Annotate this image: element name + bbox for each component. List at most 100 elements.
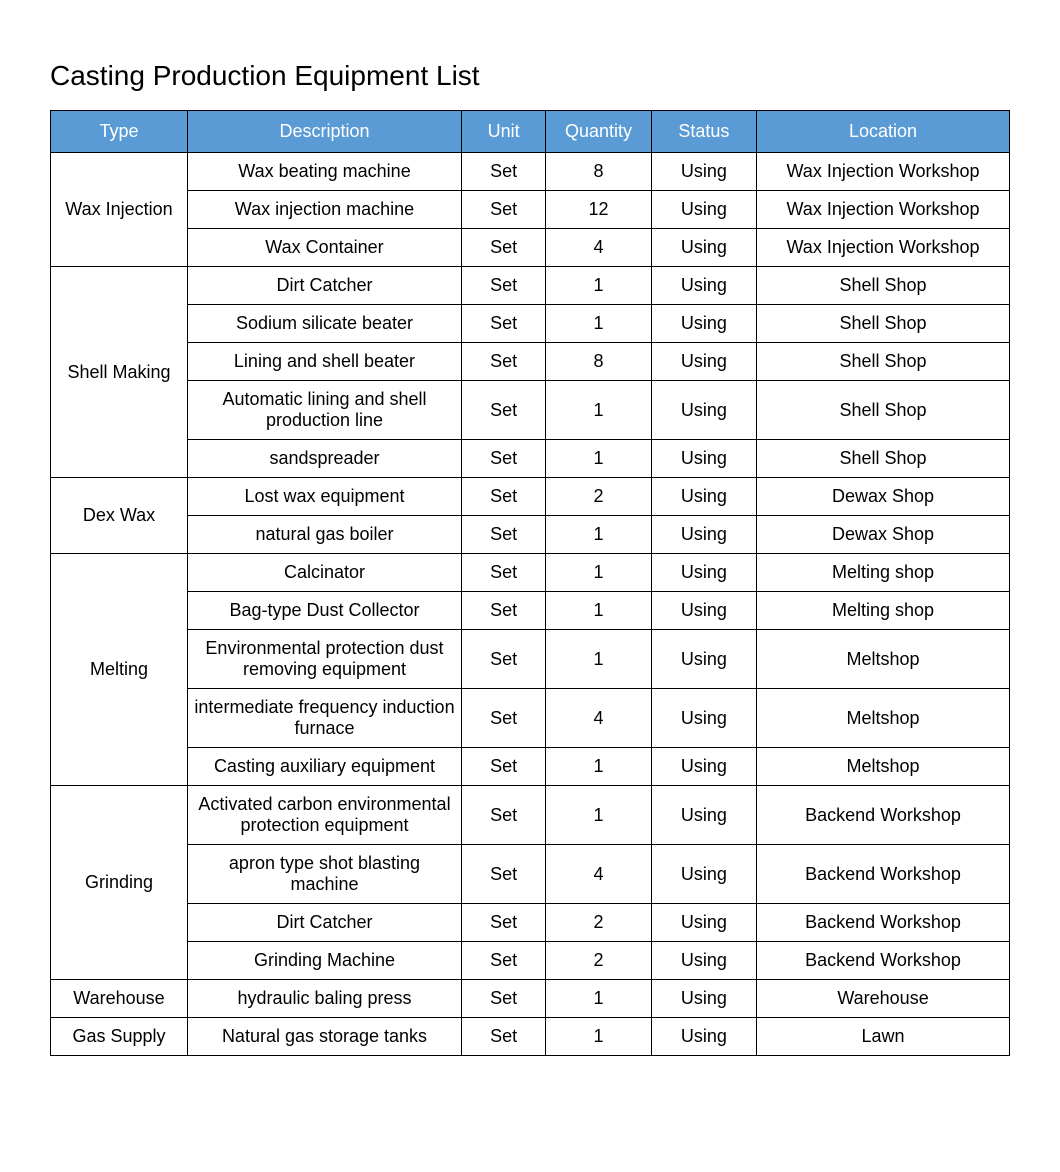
cell-type: Grinding [51, 786, 188, 980]
cell-location: Backend Workshop [757, 845, 1010, 904]
table-row: apron type shot blasting machineSet4Usin… [51, 845, 1010, 904]
cell-description: Wax beating machine [188, 153, 462, 191]
cell-status: Using [651, 1018, 756, 1056]
cell-type: Shell Making [51, 267, 188, 478]
cell-description: Casting auxiliary equipment [188, 748, 462, 786]
cell-description: Dirt Catcher [188, 267, 462, 305]
cell-unit: Set [462, 942, 546, 980]
cell-status: Using [651, 748, 756, 786]
table-row: natural gas boilerSet1UsingDewax Shop [51, 516, 1010, 554]
cell-quantity: 1 [546, 748, 651, 786]
cell-location: Dewax Shop [757, 516, 1010, 554]
cell-unit: Set [462, 191, 546, 229]
cell-type: Wax Injection [51, 153, 188, 267]
cell-location: Shell Shop [757, 343, 1010, 381]
cell-quantity: 12 [546, 191, 651, 229]
table-row: MeltingCalcinatorSet1UsingMelting shop [51, 554, 1010, 592]
cell-unit: Set [462, 748, 546, 786]
cell-unit: Set [462, 381, 546, 440]
cell-quantity: 1 [546, 592, 651, 630]
cell-description: Activated carbon environmental protectio… [188, 786, 462, 845]
cell-status: Using [651, 980, 756, 1018]
table-row: Shell MakingDirt CatcherSet1UsingShell S… [51, 267, 1010, 305]
cell-status: Using [651, 153, 756, 191]
cell-unit: Set [462, 904, 546, 942]
cell-quantity: 1 [546, 1018, 651, 1056]
cell-location: Warehouse [757, 980, 1010, 1018]
cell-location: Shell Shop [757, 305, 1010, 343]
cell-location: Meltshop [757, 689, 1010, 748]
table-row: Dex WaxLost wax equipmentSet2UsingDewax … [51, 478, 1010, 516]
header-type: Type [51, 111, 188, 153]
cell-quantity: 8 [546, 343, 651, 381]
cell-status: Using [651, 478, 756, 516]
cell-status: Using [651, 786, 756, 845]
table-row: Sodium silicate beaterSet1UsingShell Sho… [51, 305, 1010, 343]
table-row: Bag-type Dust CollectorSet1UsingMelting … [51, 592, 1010, 630]
cell-location: Melting shop [757, 554, 1010, 592]
cell-quantity: 1 [546, 516, 651, 554]
cell-description: Wax Container [188, 229, 462, 267]
table-row: Wax ContainerSet4UsingWax Injection Work… [51, 229, 1010, 267]
table-row: Grinding MachineSet2UsingBackend Worksho… [51, 942, 1010, 980]
cell-location: Wax Injection Workshop [757, 229, 1010, 267]
cell-location: Shell Shop [757, 440, 1010, 478]
cell-location: Melting shop [757, 592, 1010, 630]
header-description: Description [188, 111, 462, 153]
cell-description: Lining and shell beater [188, 343, 462, 381]
cell-location: Backend Workshop [757, 942, 1010, 980]
cell-quantity: 1 [546, 305, 651, 343]
cell-status: Using [651, 630, 756, 689]
table-row: sandspreaderSet1UsingShell Shop [51, 440, 1010, 478]
cell-status: Using [651, 191, 756, 229]
cell-status: Using [651, 516, 756, 554]
cell-quantity: 1 [546, 630, 651, 689]
table-header-row: Type Description Unit Quantity Status Lo… [51, 111, 1010, 153]
cell-quantity: 4 [546, 689, 651, 748]
cell-type: Melting [51, 554, 188, 786]
cell-unit: Set [462, 554, 546, 592]
cell-type: Gas Supply [51, 1018, 188, 1056]
cell-status: Using [651, 904, 756, 942]
cell-unit: Set [462, 440, 546, 478]
cell-description: Environmental protection dust removing e… [188, 630, 462, 689]
table-row: Warehousehydraulic baling pressSet1Using… [51, 980, 1010, 1018]
cell-status: Using [651, 440, 756, 478]
cell-description: Sodium silicate beater [188, 305, 462, 343]
cell-unit: Set [462, 153, 546, 191]
cell-unit: Set [462, 478, 546, 516]
table-row: GrindingActivated carbon environmental p… [51, 786, 1010, 845]
cell-status: Using [651, 305, 756, 343]
cell-unit: Set [462, 980, 546, 1018]
cell-description: hydraulic baling press [188, 980, 462, 1018]
cell-unit: Set [462, 689, 546, 748]
cell-unit: Set [462, 845, 546, 904]
cell-location: Dewax Shop [757, 478, 1010, 516]
table-row: Casting auxiliary equipmentSet1UsingMelt… [51, 748, 1010, 786]
cell-unit: Set [462, 516, 546, 554]
cell-description: Lost wax equipment [188, 478, 462, 516]
cell-quantity: 8 [546, 153, 651, 191]
cell-status: Using [651, 845, 756, 904]
cell-description: Bag-type Dust Collector [188, 592, 462, 630]
cell-type: Warehouse [51, 980, 188, 1018]
cell-unit: Set [462, 343, 546, 381]
table-row: Dirt CatcherSet2UsingBackend Workshop [51, 904, 1010, 942]
cell-description: Calcinator [188, 554, 462, 592]
cell-quantity: 1 [546, 554, 651, 592]
cell-unit: Set [462, 1018, 546, 1056]
table-row: Environmental protection dust removing e… [51, 630, 1010, 689]
table-row: intermediate frequency induction furnace… [51, 689, 1010, 748]
cell-description: intermediate frequency induction furnace [188, 689, 462, 748]
cell-quantity: 2 [546, 904, 651, 942]
equipment-table: Type Description Unit Quantity Status Lo… [50, 110, 1010, 1056]
cell-quantity: 4 [546, 229, 651, 267]
cell-unit: Set [462, 267, 546, 305]
cell-location: Lawn [757, 1018, 1010, 1056]
cell-description: sandspreader [188, 440, 462, 478]
cell-location: Backend Workshop [757, 904, 1010, 942]
cell-status: Using [651, 229, 756, 267]
cell-status: Using [651, 381, 756, 440]
cell-quantity: 2 [546, 942, 651, 980]
cell-description: Wax injection machine [188, 191, 462, 229]
